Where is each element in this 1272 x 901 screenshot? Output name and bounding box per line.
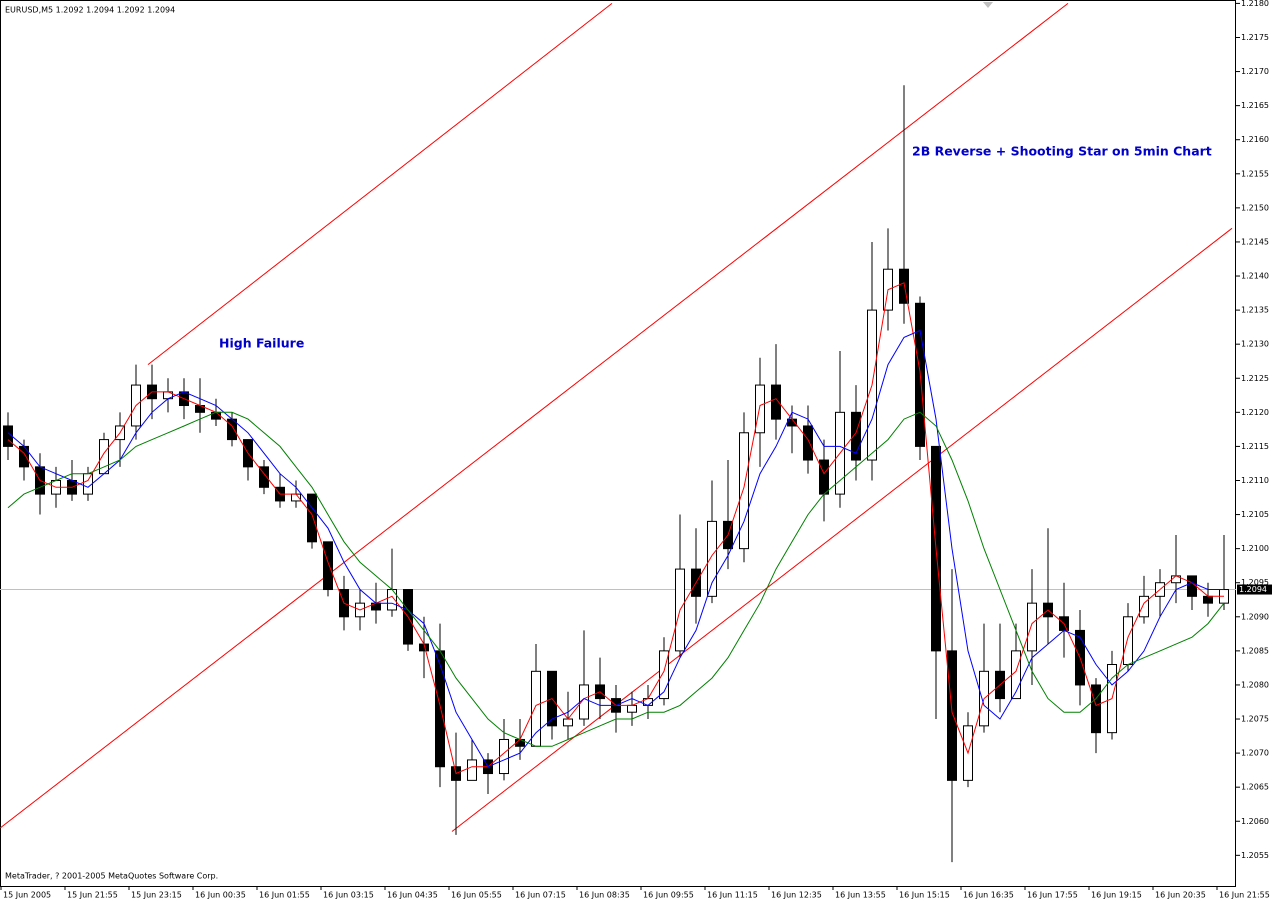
y-tick-label: 1.2100 bbox=[1241, 544, 1269, 553]
y-tick-label: 1.2070 bbox=[1241, 749, 1269, 758]
candle-body bbox=[707, 520, 717, 597]
y-tick-label: 1.2090 bbox=[1241, 612, 1269, 621]
y-tick-label: 1.2085 bbox=[1241, 646, 1269, 655]
x-tick-label: 16 Jun 21:55 bbox=[1219, 891, 1270, 900]
annotation: High Failure bbox=[219, 336, 304, 351]
y-tick-label: 1.2060 bbox=[1241, 817, 1269, 826]
trendline bbox=[147, 3, 613, 366]
y-tick-label: 1.2145 bbox=[1241, 237, 1269, 246]
candle-body bbox=[83, 473, 93, 495]
candle-body bbox=[1123, 616, 1133, 665]
candle-body bbox=[803, 425, 813, 461]
shift-marker bbox=[983, 2, 993, 8]
candle-body bbox=[819, 459, 829, 495]
candle-body bbox=[659, 650, 669, 700]
plot-layer bbox=[0, 3, 1236, 863]
trendline bbox=[0, 3, 1069, 829]
trendline bbox=[451, 227, 1233, 832]
x-tick-label: 16 Jun 05:55 bbox=[451, 891, 502, 900]
candle-body bbox=[1027, 602, 1037, 652]
x-tick-label: 16 Jun 04:35 bbox=[387, 891, 438, 900]
y-tick-label: 1.2180 bbox=[1241, 0, 1269, 8]
candle-body bbox=[755, 384, 765, 434]
chart-title: EURUSD,M5 1.2092 1.2094 1.2092 1.2094 bbox=[5, 6, 175, 15]
price-label: 1.2094 bbox=[1239, 585, 1267, 594]
candle-body bbox=[771, 384, 781, 420]
candle-body bbox=[467, 759, 477, 781]
y-tick-label: 1.2105 bbox=[1241, 510, 1269, 519]
y-tick-label: 1.2170 bbox=[1241, 67, 1269, 76]
candle-body bbox=[851, 411, 861, 461]
candle-body bbox=[1091, 684, 1101, 734]
candle-body bbox=[627, 704, 637, 713]
x-tick-label: 16 Jun 12:35 bbox=[771, 891, 822, 900]
x-tick-label: 16 Jun 19:15 bbox=[1091, 891, 1142, 900]
candle-body bbox=[1139, 595, 1149, 618]
x-tick-label: 15 Jun 2005 bbox=[3, 891, 51, 900]
y-tick-label: 1.2155 bbox=[1241, 169, 1269, 178]
x-tick-label: 16 Jun 03:15 bbox=[323, 891, 374, 900]
candle-body bbox=[307, 493, 317, 543]
x-tick-label: 16 Jun 01:55 bbox=[259, 891, 310, 900]
candle-body bbox=[1203, 595, 1213, 604]
y-tick-label: 1.2055 bbox=[1241, 851, 1269, 860]
candle-body bbox=[739, 432, 749, 550]
x-tick-label: 16 Jun 07:15 bbox=[515, 891, 566, 900]
y-tick-label: 1.2110 bbox=[1241, 476, 1269, 485]
x-tick-label: 16 Jun 17:55 bbox=[1027, 891, 1078, 900]
x-tick-label: 15 Jun 23:15 bbox=[131, 891, 182, 900]
candle-body bbox=[563, 718, 573, 727]
x-tick-label: 16 Jun 16:35 bbox=[963, 891, 1014, 900]
y-tick-label: 1.2135 bbox=[1241, 306, 1269, 315]
y-tick-label: 1.2120 bbox=[1241, 408, 1269, 417]
y-tick-label: 1.2150 bbox=[1241, 203, 1269, 212]
candle-body bbox=[499, 738, 509, 775]
y-tick-label: 1.2095 bbox=[1241, 578, 1269, 587]
annotation: 2B Reverse + Shooting Star on 5min Chart bbox=[912, 144, 1212, 159]
candle-body bbox=[899, 268, 909, 304]
y-tick-label: 1.2130 bbox=[1241, 340, 1269, 349]
x-tick-label: 16 Jun 15:15 bbox=[899, 891, 950, 900]
candle-body bbox=[259, 466, 269, 488]
candle-body bbox=[531, 670, 541, 747]
x-tick-label: 15 Jun 21:55 bbox=[67, 891, 118, 900]
ma-line bbox=[7, 411, 1225, 747]
y-tick-label: 1.2160 bbox=[1241, 135, 1269, 144]
price-label-box bbox=[1237, 584, 1272, 595]
y-tick-label: 1.2175 bbox=[1241, 33, 1269, 42]
y-tick-label: 1.2080 bbox=[1241, 680, 1269, 689]
y-tick-label: 1.2075 bbox=[1241, 715, 1269, 724]
x-tick-label: 16 Jun 13:55 bbox=[835, 891, 886, 900]
candle-body bbox=[435, 650, 445, 768]
candle-body bbox=[19, 445, 29, 468]
candle-body bbox=[3, 425, 13, 447]
y-tick-label: 1.2115 bbox=[1241, 442, 1269, 451]
y-tick-label: 1.2140 bbox=[1241, 272, 1269, 281]
x-tick-label: 16 Jun 11:15 bbox=[707, 891, 758, 900]
y-tick-label: 1.2125 bbox=[1241, 374, 1269, 383]
plot-frame bbox=[0, 0, 1236, 887]
x-tick-label: 16 Jun 20:35 bbox=[1155, 891, 1206, 900]
candle-body bbox=[1187, 575, 1197, 597]
footer: MetaTrader, ? 2001-2005 MetaQuotes Softw… bbox=[5, 872, 218, 881]
x-tick-label: 16 Jun 09:55 bbox=[643, 891, 694, 900]
ma-line bbox=[7, 329, 1224, 768]
candle-body bbox=[947, 650, 957, 781]
y-tick-label: 1.2165 bbox=[1241, 101, 1269, 110]
x-tick-label: 16 Jun 08:35 bbox=[579, 891, 630, 900]
y-tick-label: 1.2065 bbox=[1241, 783, 1269, 792]
candle-body bbox=[323, 541, 333, 591]
x-tick-label: 16 Jun 00:35 bbox=[195, 891, 246, 900]
